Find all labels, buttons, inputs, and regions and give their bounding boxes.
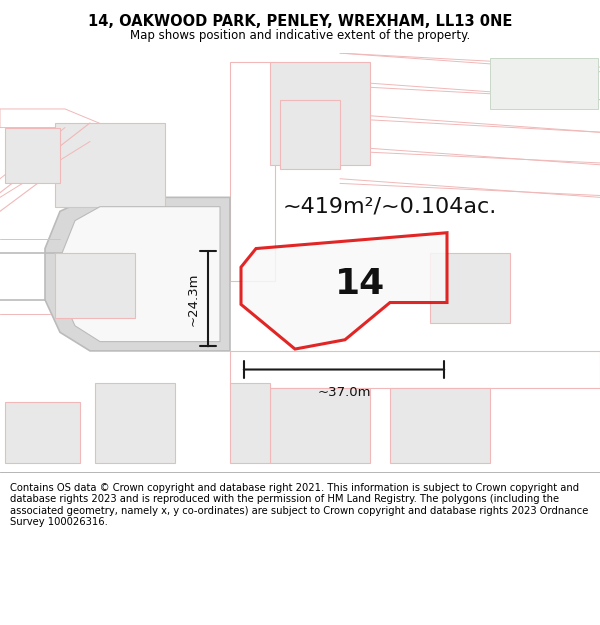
Text: 14: 14 (335, 267, 385, 301)
Polygon shape (45, 198, 230, 351)
Polygon shape (95, 384, 175, 462)
Polygon shape (241, 232, 447, 349)
Text: Map shows position and indicative extent of the property.: Map shows position and indicative extent… (130, 29, 470, 42)
Text: ~37.0m: ~37.0m (317, 386, 371, 399)
Polygon shape (5, 127, 60, 183)
Polygon shape (230, 62, 275, 281)
Polygon shape (0, 109, 110, 127)
Polygon shape (55, 253, 135, 318)
Polygon shape (55, 123, 165, 207)
Polygon shape (490, 58, 598, 109)
Polygon shape (230, 351, 600, 388)
Polygon shape (62, 207, 220, 342)
Polygon shape (280, 99, 340, 169)
Text: ~24.3m: ~24.3m (187, 272, 200, 326)
Polygon shape (430, 253, 510, 323)
Polygon shape (270, 62, 370, 165)
Polygon shape (390, 388, 490, 462)
Text: 14, OAKWOOD PARK, PENLEY, WREXHAM, LL13 0NE: 14, OAKWOOD PARK, PENLEY, WREXHAM, LL13 … (88, 14, 512, 29)
Polygon shape (270, 388, 370, 462)
Text: Contains OS data © Crown copyright and database right 2021. This information is : Contains OS data © Crown copyright and d… (10, 482, 589, 528)
Polygon shape (230, 384, 270, 462)
Text: ~419m²/~0.104ac.: ~419m²/~0.104ac. (283, 197, 497, 217)
Polygon shape (5, 402, 80, 462)
